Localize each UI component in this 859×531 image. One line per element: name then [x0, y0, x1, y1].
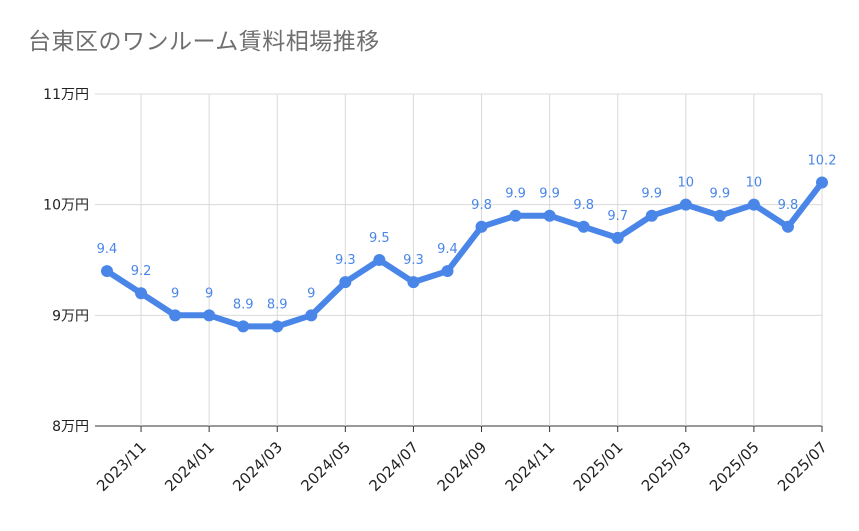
x-tick-label: 2025/07 — [774, 438, 831, 495]
data-point — [271, 320, 284, 333]
data-label: 9.2 — [131, 264, 152, 279]
data-label: 9.9 — [710, 187, 731, 202]
data-point — [713, 209, 726, 222]
grid — [95, 93, 823, 427]
data-label: 9.9 — [505, 187, 526, 202]
data-point — [135, 287, 148, 300]
data-point — [781, 220, 794, 233]
data-label: 8.9 — [233, 297, 254, 312]
y-axis-ticks: 8万円 9万円 10万円 11万円 — [43, 87, 89, 435]
data-point — [339, 276, 352, 289]
data-label: 9.3 — [335, 253, 356, 268]
data-label: 9 — [205, 286, 213, 301]
y-tick-label: 11万円 — [43, 87, 89, 103]
data-label: 8.9 — [267, 297, 288, 312]
data-label: 9.9 — [539, 187, 560, 202]
data-label: 9.8 — [471, 198, 492, 213]
data-point — [305, 309, 318, 322]
x-tick-label: 2024/05 — [297, 438, 354, 495]
data-point — [441, 265, 454, 278]
data-point — [169, 309, 182, 322]
x-axis-tick-marks — [140, 426, 823, 432]
data-point — [407, 276, 420, 289]
chart-title: 台東区のワンルーム賃料相場推移 — [28, 29, 380, 55]
data-label: 9 — [171, 286, 179, 301]
data-label: 9.4 — [437, 242, 458, 257]
data-label: 9.3 — [403, 253, 424, 268]
data-point — [475, 220, 488, 233]
data-point — [611, 231, 624, 244]
x-tick-label: 2024/07 — [365, 438, 422, 495]
series-line — [104, 179, 825, 330]
x-tick-label: 2023/11 — [93, 438, 150, 495]
data-label: 10 — [678, 176, 695, 191]
data-point — [203, 309, 216, 322]
data-label: 9.9 — [641, 187, 662, 202]
x-tick-label: 2024/11 — [502, 438, 559, 495]
data-point — [101, 265, 113, 278]
data-point — [543, 209, 556, 222]
data-label: 9.8 — [573, 198, 594, 213]
data-label: 9.5 — [369, 231, 390, 246]
data-label: 9.7 — [607, 209, 628, 224]
x-tick-label: 2025/05 — [706, 438, 763, 495]
data-label: 10.2 — [808, 154, 837, 169]
y-tick-label: 8万円 — [52, 419, 89, 435]
data-point — [237, 320, 250, 333]
data-label: 9.4 — [97, 242, 118, 257]
x-tick-label: 2025/01 — [570, 438, 627, 495]
data-label: 10 — [746, 176, 763, 191]
data-point — [747, 198, 760, 211]
y-tick-label: 9万円 — [52, 308, 89, 324]
data-point — [373, 254, 386, 266]
y-tick-label: 10万円 — [43, 198, 89, 214]
data-point — [645, 209, 658, 222]
x-tick-label: 2025/03 — [638, 438, 695, 495]
data-point — [509, 209, 522, 222]
series-line-path — [104, 179, 825, 330]
series-points — [101, 176, 828, 333]
x-tick-label: 2024/01 — [161, 438, 218, 495]
x-tick-label: 2024/09 — [434, 438, 491, 495]
data-labels: 9.4 9.2 9 9 8.9 8.9 9 9.3 9.5 9.3 9.4 9.8 9.9 9.9 9.8 9… — [97, 154, 837, 313]
data-label: 9.8 — [778, 198, 799, 213]
data-label: 9 — [307, 286, 315, 301]
data-point — [577, 220, 590, 233]
data-point — [816, 176, 828, 189]
x-axis-ticks: 2023/11 2024/01 2024/03 2024/05 2024/07 2024/… — [93, 438, 831, 495]
x-tick-label: 2024/03 — [229, 438, 286, 495]
data-point — [679, 198, 692, 211]
